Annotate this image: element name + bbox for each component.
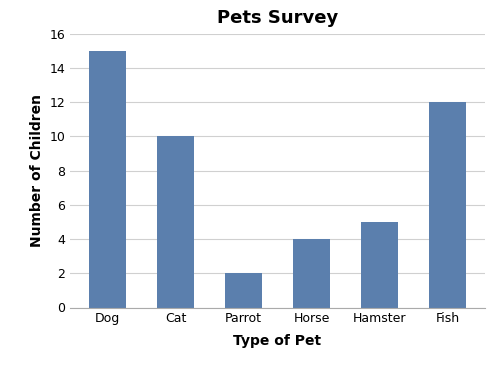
Bar (225, 273, 262, 308)
Bar (428, 102, 466, 308)
X-axis label: Type of Pet: Type of Pet (234, 334, 322, 348)
Bar (89, 51, 126, 308)
Title: Pets Survey: Pets Survey (217, 9, 338, 27)
Bar (293, 239, 330, 308)
Bar (361, 222, 398, 308)
Y-axis label: Number of Children: Number of Children (30, 94, 44, 247)
Bar (157, 136, 194, 308)
